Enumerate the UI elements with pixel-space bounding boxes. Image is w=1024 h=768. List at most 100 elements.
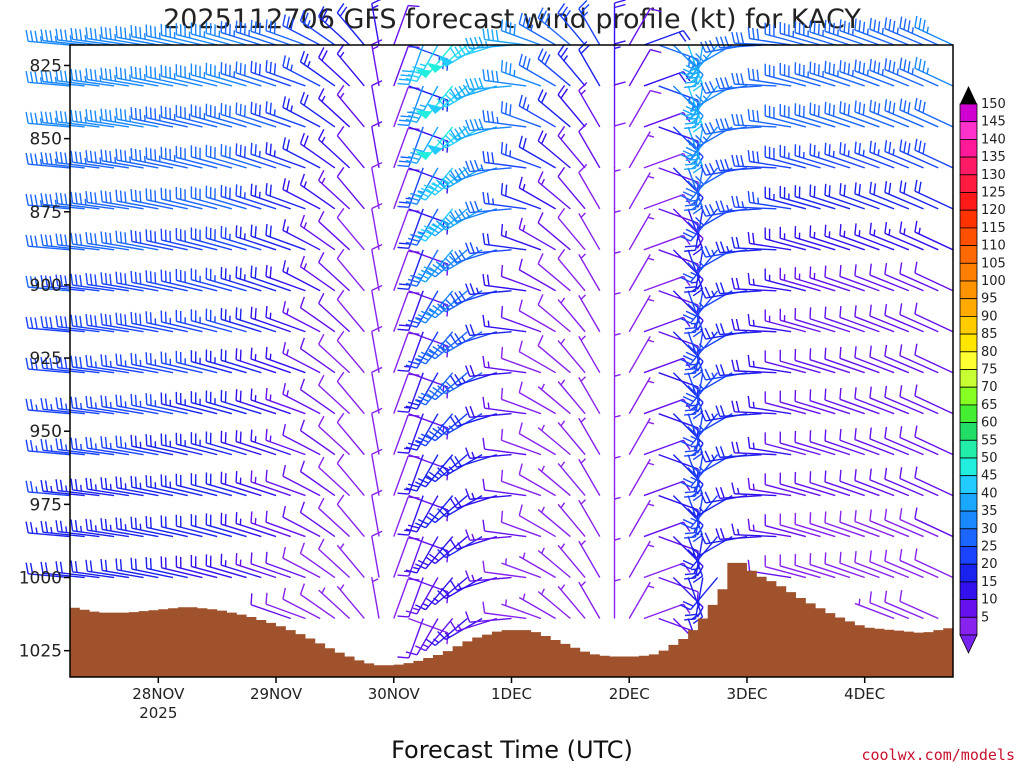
wind-barb — [55, 192, 100, 210]
wind-barb — [914, 466, 954, 497]
wind-barb — [914, 548, 954, 579]
wind-barb — [40, 316, 85, 333]
wind-barb — [884, 385, 924, 415]
wind-barb — [794, 21, 836, 46]
colorbar-swatch — [959, 298, 978, 317]
colorbar-swatch — [959, 103, 978, 123]
wind-barb — [465, 159, 512, 173]
wind-barb — [518, 94, 557, 128]
wind-barb — [145, 188, 188, 210]
wind-barb — [336, 44, 365, 87]
wind-barb — [397, 413, 424, 454]
wind-barb — [869, 222, 910, 251]
wind-barb — [557, 166, 586, 210]
wind-barb — [824, 101, 865, 128]
wind-barb — [130, 516, 174, 538]
wind-barb — [613, 207, 621, 250]
wind-barb — [914, 15, 954, 46]
wind-barb — [205, 185, 247, 210]
x-tick-year: 2025 — [139, 704, 177, 722]
wind-barb — [628, 540, 655, 578]
wind-barb — [465, 488, 512, 500]
wind-barb — [747, 191, 792, 210]
wind-barb — [371, 0, 382, 46]
wind-barb — [55, 561, 100, 579]
wind-barb — [500, 264, 542, 292]
wind-barb — [55, 397, 100, 415]
wind-barb — [643, 316, 691, 333]
wind-barb — [25, 480, 71, 497]
wind-barb — [779, 308, 821, 333]
wind-barb — [40, 561, 85, 579]
wind-barb — [100, 231, 144, 251]
wind-barb — [160, 146, 203, 169]
wind-barb — [684, 290, 704, 334]
wind-barb — [537, 253, 571, 292]
wind-barb — [643, 152, 691, 169]
wind-barb — [628, 131, 655, 169]
wind-barb — [130, 107, 174, 128]
wind-barb — [190, 104, 233, 128]
wind-barb — [40, 70, 85, 87]
x-tick-label: 4DEC — [844, 685, 885, 703]
wind-barb — [235, 430, 277, 456]
wind-barb — [318, 497, 351, 538]
wind-barb — [578, 581, 601, 619]
wind-barb — [518, 217, 557, 251]
wind-barb — [899, 508, 939, 538]
wind-barb — [613, 412, 621, 455]
wind-barb — [160, 228, 203, 251]
credit-link[interactable]: coolwx.com/models — [861, 746, 1015, 764]
wind-barb — [318, 88, 351, 128]
wind-barb — [85, 559, 129, 579]
wind-barb — [764, 309, 807, 333]
wind-barb — [336, 84, 365, 128]
wind-barb — [205, 62, 247, 87]
wind-barb — [40, 275, 85, 292]
wind-barb — [235, 512, 277, 538]
wind-barb — [643, 439, 691, 456]
wind-barb — [55, 479, 100, 497]
wind-barb — [465, 283, 512, 296]
wind-barb — [299, 378, 336, 415]
colorbar-swatch — [959, 351, 978, 370]
wind-barb — [747, 109, 792, 128]
wind-barb — [115, 517, 159, 538]
wind-barb — [318, 587, 351, 619]
wind-barb — [914, 56, 954, 87]
wind-barb — [25, 152, 71, 169]
wind-barb — [115, 353, 159, 374]
wind-barb — [537, 130, 571, 169]
wind-barb — [55, 438, 100, 456]
wind-barb — [884, 467, 924, 497]
wind-barb — [557, 84, 586, 128]
wind-barb — [731, 523, 777, 538]
wind-barb — [518, 504, 557, 538]
wind-barb — [70, 519, 115, 538]
wind-barb — [824, 183, 865, 210]
wind-barb — [235, 143, 277, 169]
wind-barb — [55, 233, 100, 251]
colorbar-label: 110 — [981, 239, 1006, 254]
wind-barb — [643, 521, 691, 538]
wind-barb — [250, 552, 291, 579]
wind-barb — [250, 593, 291, 620]
wind-barb — [518, 176, 557, 210]
wind-barb — [628, 458, 655, 496]
wind-barb — [537, 588, 571, 620]
wind-barb — [715, 405, 762, 418]
wind-barb — [371, 80, 383, 128]
wind-barb — [299, 296, 336, 333]
wind-barb — [299, 542, 336, 579]
wind-barb — [747, 272, 792, 292]
wind-barb — [371, 325, 383, 373]
wind-barb — [250, 306, 291, 333]
wind-barb — [250, 183, 291, 210]
wind-barb — [914, 179, 954, 210]
wind-barb — [557, 125, 586, 169]
wind-barb — [85, 518, 129, 538]
wind-barb — [854, 18, 895, 46]
wind-barb — [465, 118, 512, 132]
colorbar-swatch — [959, 439, 978, 459]
wind-barb — [235, 20, 277, 46]
